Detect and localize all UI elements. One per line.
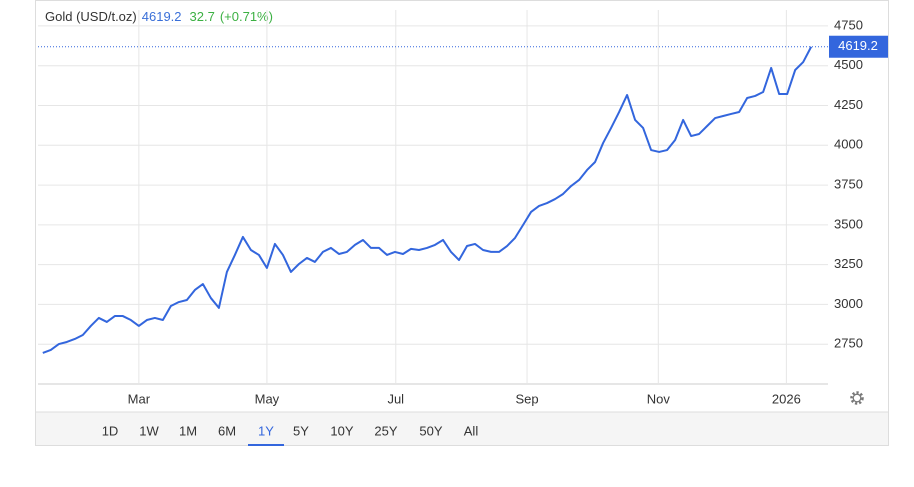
last-price-badge (829, 35, 888, 58)
price-line (42, 46, 813, 354)
range-button[interactable]: 25Y (374, 423, 397, 438)
change-pct: (+0.71%) (220, 9, 273, 24)
x-tick-label: Sep (515, 391, 538, 406)
range-button[interactable]: 1M (179, 423, 197, 438)
range-label: All (464, 423, 479, 438)
range-button[interactable]: 10Y (330, 423, 353, 438)
x-tick-label: Nov (647, 391, 671, 406)
range-button[interactable]: 1W (139, 423, 159, 438)
toolbar-bg (36, 412, 888, 445)
y-tick-label: 3500 (834, 216, 863, 231)
range-label: 1W (139, 423, 159, 438)
settings-icon[interactable] (850, 391, 864, 405)
x-tick-label: May (255, 391, 280, 406)
price: 4619.2 (142, 9, 182, 24)
y-tick-label: 4250 (834, 97, 863, 112)
last-price-label: 4619.2 (838, 38, 878, 53)
range-label: 6M (218, 423, 236, 438)
y-tick-label: 4500 (834, 57, 863, 72)
range-button[interactable]: 6M (218, 423, 236, 438)
range-label: 10Y (330, 423, 353, 438)
range-button[interactable]: 1D (102, 423, 119, 438)
range-label: 1D (102, 423, 119, 438)
range-label: 1Y (258, 423, 274, 438)
x-tick-label: 2026 (772, 391, 801, 406)
x-tick-label: Jul (387, 391, 404, 406)
change: 32.7 (190, 9, 215, 24)
range-label: 50Y (419, 423, 442, 438)
y-tick-label: 3750 (834, 177, 863, 192)
range-button[interactable]: All (464, 423, 479, 438)
range-button[interactable]: 50Y (419, 423, 442, 438)
range-button[interactable]: 1Y (248, 423, 284, 446)
chart-title: Gold (USD/t.oz) (45, 9, 137, 24)
y-tick-label: 4750 (834, 17, 863, 32)
gear-ring (852, 393, 862, 403)
gear-teeth (850, 391, 864, 405)
y-tick-label: 4000 (834, 137, 863, 152)
range-label: 5Y (293, 423, 309, 438)
range-label: 1M (179, 423, 197, 438)
y-tick-label: 3000 (834, 296, 863, 311)
y-tick-label: 2750 (834, 336, 863, 351)
frame (35, 0, 889, 446)
header: Gold (USD/t.oz) 4619.2 32.7 (+0.71%) (45, 9, 273, 24)
y-tick-label: 3250 (834, 256, 863, 271)
x-tick-label: Mar (128, 391, 151, 406)
range-button[interactable]: 5Y (293, 423, 309, 438)
range-label: 25Y (374, 423, 397, 438)
